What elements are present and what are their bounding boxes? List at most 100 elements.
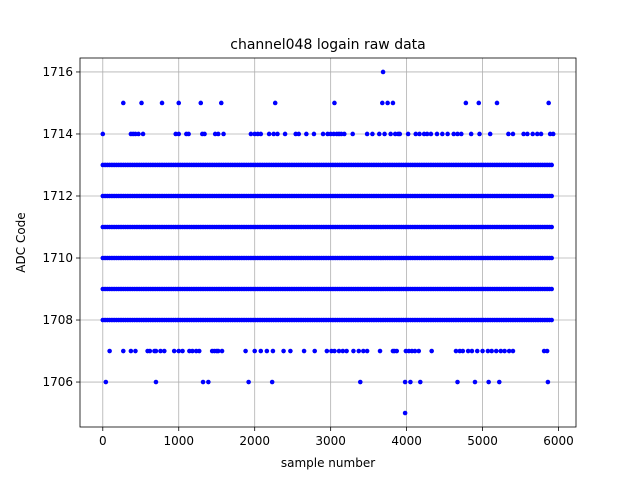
data-point: [103, 379, 109, 385]
y-tick-label: 1710: [42, 251, 73, 265]
data-point: [402, 379, 408, 385]
x-tick-label: 2000: [239, 434, 270, 448]
data-point: [468, 131, 474, 137]
data-point: [428, 131, 434, 137]
data-point: [416, 348, 422, 354]
data-point: [549, 317, 554, 323]
data-point: [332, 100, 337, 106]
data-point: [412, 348, 418, 354]
data-point: [380, 100, 385, 106]
data-point: [502, 348, 507, 354]
x-tick-label: 5000: [467, 434, 498, 448]
data-point: [357, 379, 363, 385]
data-point: [402, 410, 408, 416]
data-point: [376, 131, 382, 137]
y-tick-label: 1716: [42, 65, 73, 79]
data-point: [364, 348, 370, 354]
data-point: [140, 131, 146, 137]
data-point: [215, 131, 221, 137]
data-point: [336, 348, 342, 354]
data-point: [147, 348, 153, 354]
data-point: [549, 255, 554, 261]
data-point: [510, 131, 516, 137]
data-point: [350, 131, 355, 137]
data-point: [521, 131, 526, 137]
x-tick-label: 1000: [163, 434, 194, 448]
data-point: [525, 131, 530, 137]
data-point: [206, 379, 211, 385]
data-point: [397, 131, 403, 137]
data-point: [176, 131, 182, 137]
data-point: [545, 379, 551, 385]
data-point: [133, 348, 138, 354]
data-point: [477, 131, 482, 137]
data-point: [549, 193, 554, 199]
data-point: [465, 348, 471, 354]
x-tick-label: 4000: [391, 434, 422, 448]
data-point: [311, 131, 317, 137]
data-point: [480, 348, 485, 354]
data-point: [258, 348, 264, 354]
data-point: [215, 348, 221, 354]
data-point: [248, 131, 254, 137]
data-point: [332, 348, 337, 354]
data-point: [324, 348, 330, 354]
data-point: [269, 379, 275, 385]
data-point: [455, 379, 460, 385]
data-point: [281, 348, 286, 354]
x-tick-label: 6000: [543, 434, 574, 448]
data-point: [136, 131, 141, 137]
data-point: [453, 348, 459, 354]
data-point: [246, 379, 251, 385]
data-point: [413, 131, 419, 137]
data-point: [459, 131, 464, 137]
data-point: [342, 131, 347, 137]
data-point: [474, 348, 480, 354]
data-point: [385, 100, 390, 106]
data-point: [496, 379, 502, 385]
data-point: [489, 348, 494, 354]
data-point: [493, 348, 499, 354]
data-point: [264, 348, 270, 354]
data-point: [270, 348, 276, 354]
data-point: [530, 131, 535, 137]
data-point: [139, 100, 144, 106]
plot-frame: [79, 57, 577, 428]
data-point: [219, 348, 225, 354]
data-point: [288, 348, 293, 354]
data-point: [549, 162, 554, 168]
data-point: [153, 379, 159, 385]
data-points: [100, 69, 556, 416]
data-point: [549, 224, 554, 230]
data-point: [463, 100, 469, 106]
data-point: [158, 348, 163, 354]
y-tick-label: 1708: [42, 313, 73, 327]
data-point: [153, 348, 159, 354]
data-point: [121, 348, 126, 354]
x-axis-ticks: 0 1000 2000 3000 4000 5000 6000: [99, 427, 574, 448]
data-point: [377, 348, 383, 354]
data-point: [494, 100, 500, 106]
y-axis-ticks: 1706 1708 1710 1712 1714 1716: [42, 65, 80, 389]
data-point: [455, 131, 460, 137]
data-point: [417, 131, 422, 137]
data-point: [202, 131, 207, 137]
data-point: [356, 348, 362, 354]
data-point: [272, 100, 278, 106]
data-point: [200, 379, 206, 385]
data-point: [171, 348, 177, 354]
data-point: [380, 69, 386, 75]
data-point: [159, 100, 165, 106]
data-point: [440, 131, 445, 137]
data-point: [128, 348, 134, 354]
data-point: [546, 100, 551, 106]
data-point: [445, 131, 450, 137]
data-point: [271, 131, 276, 137]
data-point: [320, 131, 326, 137]
data-point: [275, 131, 280, 137]
data-point: [549, 286, 554, 292]
data-point: [405, 131, 411, 137]
data-point: [390, 100, 396, 106]
data-point: [476, 100, 482, 106]
